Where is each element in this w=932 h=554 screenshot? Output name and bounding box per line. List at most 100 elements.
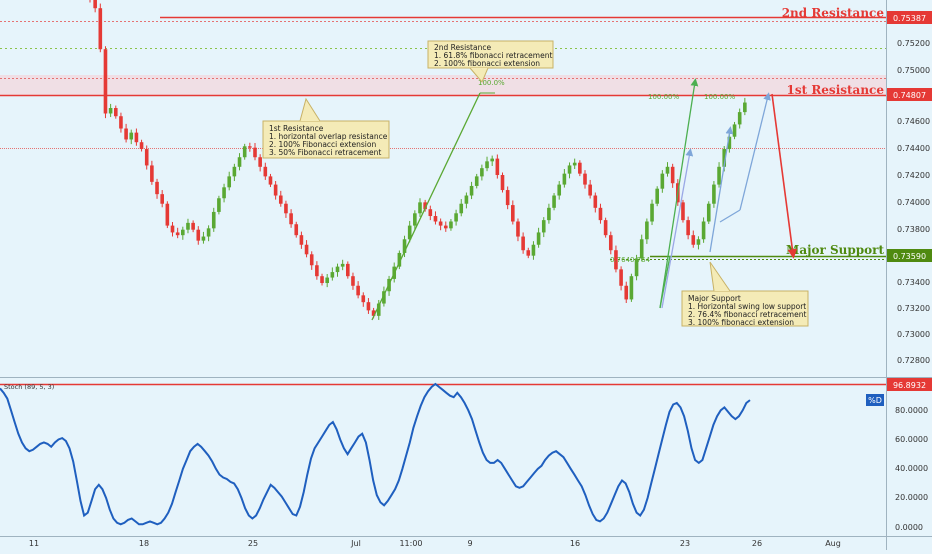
candle-body	[629, 276, 634, 300]
resistance-zone	[0, 75, 886, 95]
candle-body	[113, 108, 118, 117]
candle-body	[382, 291, 386, 304]
candle-body	[242, 146, 247, 158]
price-tick-label: 0.73800	[897, 225, 930, 234]
candle-body	[397, 252, 402, 267]
candle-body	[196, 229, 201, 241]
candle-body	[222, 187, 226, 199]
time-tick-label: 11	[29, 539, 39, 548]
candle-body	[531, 244, 536, 256]
forecast-down-arrow	[771, 93, 798, 259]
candle-body	[418, 202, 422, 214]
price-tick-label: 0.73400	[897, 278, 930, 287]
candle-body	[608, 235, 613, 251]
first-resistance-badge: 0.74807	[887, 88, 932, 101]
time-tick-label: 11:00	[399, 539, 422, 548]
oscillator-level-value: 96.8932	[893, 381, 926, 390]
oscillator-tick-label: 80.0000	[895, 406, 928, 415]
candle-body	[211, 211, 216, 229]
candle-body	[232, 166, 237, 177]
candle-body	[371, 310, 376, 316]
candle-body	[469, 185, 474, 196]
candle-body	[335, 266, 340, 273]
candle-body	[289, 213, 293, 225]
candle-body	[438, 221, 443, 226]
candle-body	[443, 225, 448, 229]
candle-body	[186, 222, 190, 230]
candle-body	[294, 224, 299, 236]
green-projection-arrow	[659, 78, 699, 309]
candle-body	[562, 173, 567, 185]
green-projection-leg	[659, 255, 671, 309]
candle-body	[624, 285, 629, 300]
candle-body	[516, 221, 520, 237]
second-resistance-note-line: 1. 61.8% fibonacci retracement	[434, 51, 552, 60]
oscillator-tick-label: 20.0000	[895, 493, 928, 502]
price-tick-label: 0.74400	[897, 144, 930, 153]
candle-body	[356, 285, 360, 296]
candle-body	[696, 239, 701, 245]
candle-body	[480, 168, 484, 177]
first-resistance-title: 1st Resistance	[787, 83, 885, 97]
candle-body	[309, 254, 314, 266]
candle-body	[536, 232, 541, 245]
second-resistance-note-line: 2. 100% fibonacci extension	[434, 59, 540, 68]
first-resistance-note-line: 3. 50% Fibonacci retracement	[269, 148, 381, 157]
oscillator-level-badge: 96.8932	[887, 378, 932, 391]
major-support-note-line: 1. Horizontal swing low support	[688, 302, 806, 311]
second-resistance-badge: 0.75387	[887, 11, 932, 24]
candle-body	[681, 202, 685, 221]
oscillator-tick-label: 60.0000	[895, 435, 928, 444]
candle-body	[134, 132, 139, 143]
time-tick-label: Aug	[825, 539, 841, 548]
candle-body	[737, 112, 742, 125]
time-tick-label: 18	[139, 539, 149, 548]
candle-body	[170, 225, 175, 233]
candle-body	[593, 195, 598, 208]
price-axis: 0.75200 0.75000 0.74600 0.74400 0.74200 0.740…	[897, 39, 930, 365]
candle-body	[552, 195, 556, 208]
second-resistance-note-title: 2nd Resistance	[434, 43, 491, 52]
candle-body	[449, 221, 453, 229]
candle-body	[500, 175, 505, 191]
candle-body	[614, 250, 618, 270]
candle-body	[160, 194, 164, 204]
fib-label: 0.764	[610, 256, 631, 264]
time-tick-label: 9	[467, 539, 472, 548]
second-resistance-callout: 2nd Resistance 1. 61.8% fibonacci retrac…	[427, 40, 554, 83]
price-tick-label: 0.74000	[897, 198, 930, 207]
oscillator-axis: 80.0000 60.0000 40.0000 20.0000 0.0000	[895, 406, 928, 532]
candle-body	[366, 302, 371, 311]
candle-body	[732, 124, 737, 137]
candle-body	[547, 207, 551, 221]
price-tick-label: 0.74600	[897, 117, 930, 126]
first-resistance-note-title: 1st Resistance	[269, 124, 324, 133]
candle-body	[248, 146, 252, 148]
second-resistance-title: 2nd Resistance	[782, 6, 885, 20]
major-support-note-line: 3. 100% fibonacci extension	[688, 318, 794, 327]
candle-body	[278, 195, 283, 204]
major-support-note-title: Major Support	[688, 294, 741, 303]
candle-body	[320, 276, 324, 284]
major-support-title: Major Support	[786, 243, 884, 257]
candle-body	[346, 263, 350, 277]
candle-body	[712, 184, 716, 204]
candle-body	[526, 250, 531, 256]
candle-body	[268, 176, 273, 185]
candle-body	[701, 221, 706, 240]
fib-label: 0.764	[630, 256, 651, 264]
candle-body	[98, 8, 103, 50]
candle-body	[650, 203, 654, 222]
candle-body	[583, 173, 587, 185]
candle-body	[639, 239, 644, 259]
candle-body	[717, 166, 721, 185]
oscillator-line	[0, 382, 751, 526]
candle-body	[743, 102, 747, 113]
candle-body	[155, 181, 159, 195]
candle-body	[505, 190, 510, 206]
candle-body	[407, 225, 412, 240]
candle-body	[201, 236, 206, 241]
blue-projection-arrow	[739, 92, 771, 211]
